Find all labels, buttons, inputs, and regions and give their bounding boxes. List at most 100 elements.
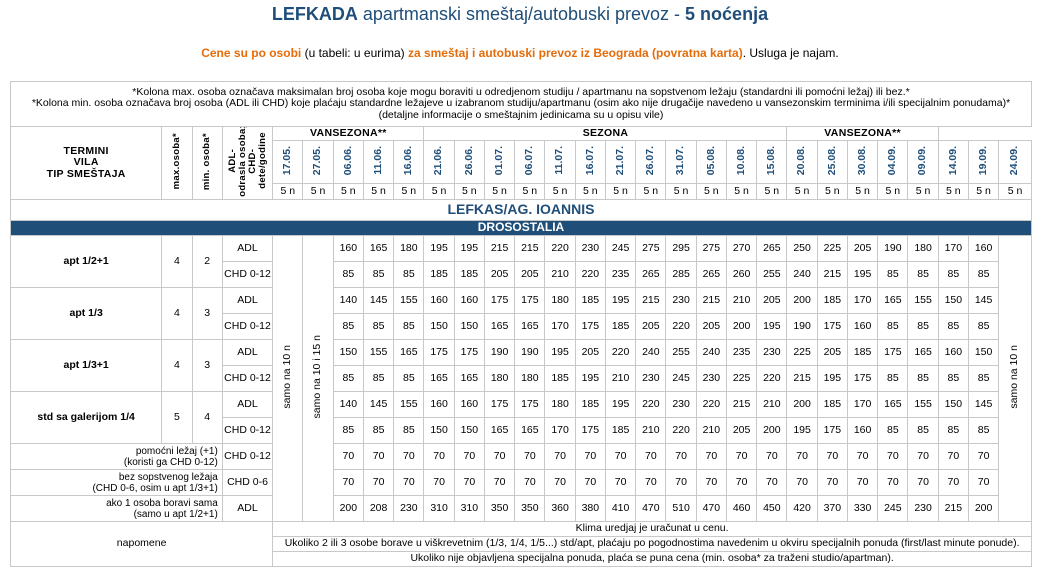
price-cell: 85 — [332, 365, 364, 392]
price-cell: 85 — [967, 313, 1000, 340]
unit-name: apt 1/3 — [9, 287, 163, 340]
adl-chd-label: ADL-odrasla osoba; CHD-dete/godine — [227, 128, 268, 198]
extra-label: pomoćni ležaj (+1) (koristi ga CHD 0-12) — [10, 443, 223, 470]
price-cell: 85 — [362, 261, 395, 288]
person-type: ADL — [221, 391, 274, 418]
price-cell: 85 — [937, 313, 969, 340]
min-label: min. osoba* — [201, 132, 213, 190]
nights-cell: 5 n — [393, 183, 425, 200]
date-label: 24.09. — [1008, 145, 1021, 175]
nights-cell: 5 n — [544, 183, 576, 200]
price-cell: 295 — [665, 235, 697, 262]
nights-cell: 5 n — [362, 183, 395, 200]
price-cell: 175 — [423, 339, 455, 366]
person-type: ADL — [221, 287, 274, 314]
date-header: 06.06. — [332, 140, 364, 184]
price-cell: 85 — [393, 417, 425, 444]
price-cell: 190 — [786, 313, 818, 340]
price-cell: 470 — [635, 495, 667, 522]
price-cell: 205 — [846, 235, 879, 262]
price-cell: 200 — [786, 391, 818, 418]
date-header: 10.08. — [725, 140, 758, 184]
price-cell: 220 — [665, 417, 697, 444]
price-cell: 185 — [453, 261, 485, 288]
price-cell: 245 — [604, 235, 637, 262]
adl-chd-line: dete/godine — [256, 132, 268, 190]
price-cell: 180 — [514, 365, 546, 392]
unit-max: 4 — [161, 235, 193, 288]
price-cell: 85 — [967, 365, 1000, 392]
price-cell: 70 — [544, 469, 576, 496]
price-cell: 70 — [604, 443, 637, 470]
unit-min: 4 — [191, 391, 223, 444]
price-cell: 220 — [635, 391, 667, 418]
nights-cell: 5 n — [665, 183, 697, 200]
price-cell: 70 — [786, 469, 818, 496]
price-cell: 195 — [574, 365, 606, 392]
date-label: 11.06. — [371, 145, 384, 175]
date-label: 06.07. — [523, 145, 536, 175]
tip-label: TIP SMEŠTAJA — [46, 167, 126, 180]
price-cell: 225 — [786, 339, 818, 366]
side-note-label: samo na 10 n — [281, 344, 294, 409]
price-cell: 70 — [332, 443, 364, 470]
date-header: 21.06. — [423, 140, 455, 184]
date-label: 14.09. — [946, 145, 959, 175]
price-cell: 210 — [756, 391, 788, 418]
extra-label: ako 1 osoba boravi sama (samo u apt 1/2+1… — [10, 495, 223, 522]
termini-header: TERMINI VILA TIP SMEŠTAJA — [9, 126, 163, 200]
date-label: 11.07. — [553, 145, 566, 175]
price-cell: 150 — [937, 391, 969, 418]
price-cell: 210 — [635, 417, 667, 444]
date-header: 26.07. — [635, 140, 667, 184]
price-cell: 70 — [362, 443, 395, 470]
season-header: VANSEZONA** — [272, 126, 425, 141]
extra-label-line2: (samo u apt 1/2+1) — [133, 508, 218, 520]
title-description: apartmanski smeštaj/autobuski prevoz - — [357, 4, 686, 24]
nights-cell: 5 n — [846, 183, 879, 200]
side-note-last: samo na 10 n — [998, 235, 1032, 522]
price-cell: 175 — [877, 339, 909, 366]
price-cell: 70 — [907, 443, 939, 470]
date-header: 17.05. — [272, 140, 304, 184]
price-cell: 420 — [786, 495, 818, 522]
price-cell: 205 — [695, 313, 727, 340]
price-cell: 215 — [483, 235, 516, 262]
price-cell: 70 — [635, 443, 667, 470]
page-subtitle: Cene su po osobi (u tabeli: u eurima) za… — [0, 46, 1040, 60]
notes-row: *Kolona max. osoba označava maksimalan b… — [10, 81, 1032, 127]
price-cell: 350 — [483, 495, 516, 522]
person-type: ADL — [221, 235, 274, 262]
date-header: 25.08. — [816, 140, 848, 184]
price-cell: 155 — [393, 391, 425, 418]
price-cell: 170 — [846, 287, 879, 314]
date-header: 21.07. — [604, 140, 637, 184]
nights-cell: 5 n — [514, 183, 546, 200]
date-header: 09.09. — [907, 140, 939, 184]
date-header: 11.06. — [362, 140, 395, 184]
price-cell: 240 — [695, 339, 727, 366]
dates-row: 17.05. 27.05. 06.06. 11.06. 16.06. 21.06. 26.0… — [11, 140, 1032, 184]
price-cell: 260 — [725, 261, 758, 288]
date-label: 16.06. — [402, 145, 415, 175]
price-cell: 215 — [786, 365, 818, 392]
price-cell: 70 — [846, 443, 879, 470]
extra-row: ako 1 osoba boravi sama (samo u apt 1/2+1… — [10, 495, 1032, 522]
person-type: ADL — [221, 495, 274, 522]
season-row: TERMINI VILA TIP SMEŠTAJA max.osoba* min. os… — [9, 126, 1032, 200]
nights-cell: 5 n — [635, 183, 667, 200]
price-cell: 145 — [967, 287, 1000, 314]
price-cell: 85 — [937, 417, 969, 444]
price-table-body: *Kolona max. osoba označava maksimalan b… — [9, 81, 1032, 567]
price-cell: 145 — [362, 287, 395, 314]
price-cell: 70 — [816, 469, 848, 496]
price-cell: 85 — [332, 313, 364, 340]
nights-cell: 5 n — [816, 183, 848, 200]
price-cell: 165 — [483, 313, 516, 340]
date-header: 06.07. — [514, 140, 546, 184]
price-cell: 285 — [665, 261, 697, 288]
price-cell: 70 — [786, 443, 818, 470]
price-cell: 185 — [816, 287, 848, 314]
season-header: SEZONA — [423, 126, 788, 141]
footer-row: napomene Klima uredjaj je uračunat u cenu… — [9, 521, 1032, 567]
